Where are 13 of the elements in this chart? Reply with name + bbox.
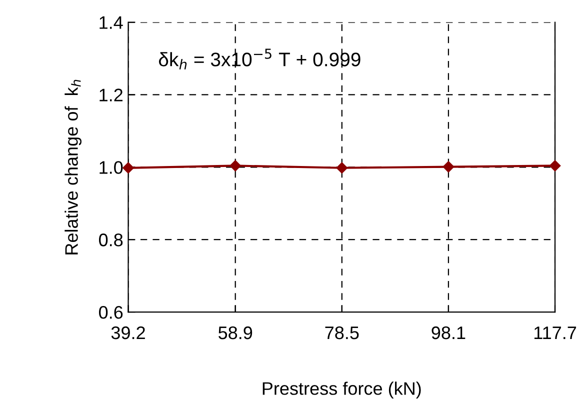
y-tick-label: 1.2 [100, 88, 122, 102]
y-tick-label: 1.4 [100, 16, 123, 29]
y-axis-title: Relative change of k$_{h}$ [64, 80, 82, 254]
x-tick-label: 78.5 [325, 326, 359, 340]
x-tick-label: 39.2 [111, 326, 145, 340]
x-axis-title: Prestress force (kN) [262, 382, 421, 398]
y-tick-label: 0.6 [99, 306, 123, 319]
x-tick-label: 58.9 [218, 326, 252, 340]
x-tick-label: 98.1 [432, 326, 466, 340]
annotation: δk$_{h}$ = 3x10$^{−5}$ T + 0.999 [158, 48, 360, 70]
y-tick-label: 1.0 [100, 161, 123, 174]
y-tick-label: 0.8 [99, 234, 123, 246]
x-tick-label: 117.7 [534, 326, 576, 340]
